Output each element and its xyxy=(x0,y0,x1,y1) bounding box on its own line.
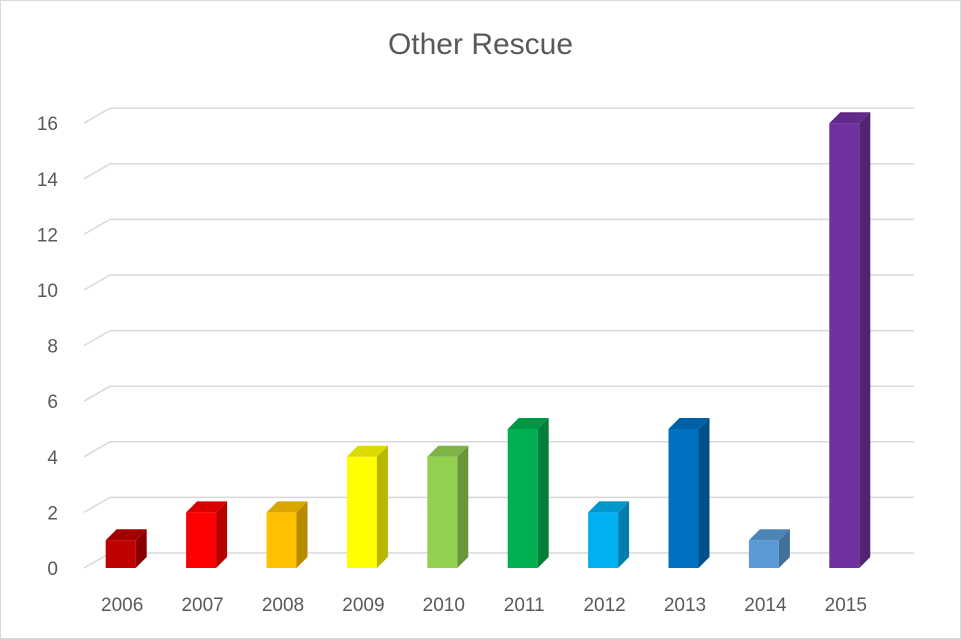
x-tick-label: 2007 xyxy=(181,595,223,616)
bar-2015 xyxy=(829,112,871,568)
bar-front xyxy=(829,123,860,568)
bar-front xyxy=(105,540,136,568)
bar-front xyxy=(346,456,377,568)
bar-top xyxy=(266,501,308,513)
y-tick-label: 14 xyxy=(37,170,59,191)
bar-side xyxy=(376,445,388,568)
bar-2007 xyxy=(186,501,228,568)
bar-side xyxy=(296,501,308,568)
y-tick-label: 8 xyxy=(47,337,58,358)
bar-2010 xyxy=(427,445,469,568)
bar-front xyxy=(668,429,699,568)
bar-top xyxy=(507,418,549,429)
y-axis: 0 2 4 6 8 10 12 14 16 xyxy=(37,114,59,580)
bar-top xyxy=(105,529,147,541)
x-tick-label: 2009 xyxy=(342,595,384,616)
gridline-slant xyxy=(83,496,111,514)
bar-front xyxy=(507,429,538,568)
bar-2011 xyxy=(507,418,549,568)
bar-side xyxy=(618,501,630,568)
bar-front xyxy=(186,512,217,568)
y-tick-label: 6 xyxy=(47,392,58,413)
bar-top xyxy=(829,112,871,124)
bar-front xyxy=(266,512,297,568)
bar-side xyxy=(457,445,469,568)
bar-2013 xyxy=(668,418,710,568)
x-tick-label: 2006 xyxy=(101,595,143,616)
bar-front xyxy=(748,540,779,568)
gridline-slant xyxy=(83,385,111,402)
x-tick-label: 2010 xyxy=(423,595,465,616)
bar-front xyxy=(427,456,458,568)
x-tick-label: 2011 xyxy=(504,595,545,616)
x-tick-label: 2008 xyxy=(262,595,304,616)
gridline-slant xyxy=(83,552,111,569)
y-tick-label: 4 xyxy=(47,448,58,469)
bar-side xyxy=(537,418,549,568)
gridline-slant xyxy=(83,107,111,124)
bar-side xyxy=(135,529,147,568)
x-tick-label: 2013 xyxy=(664,595,706,616)
bar-top xyxy=(588,501,630,513)
bar-top xyxy=(748,529,790,541)
bar-2006 xyxy=(105,529,147,568)
gridline-slant xyxy=(83,329,111,347)
y-tick-label: 16 xyxy=(37,114,58,135)
bar-2008 xyxy=(266,501,308,568)
bar-top xyxy=(346,445,388,457)
gridlines xyxy=(83,107,914,569)
y-tick-label: 2 xyxy=(47,503,58,524)
bar-side xyxy=(698,418,710,568)
bar-top xyxy=(668,418,710,429)
gridline-slant xyxy=(83,218,111,236)
gridline-slant xyxy=(83,163,111,180)
bars xyxy=(105,112,871,568)
bar-side xyxy=(859,112,871,568)
bar-side xyxy=(216,501,228,568)
bar-top xyxy=(427,445,469,457)
y-tick-label: 12 xyxy=(37,225,58,246)
x-tick-label: 2012 xyxy=(583,595,625,616)
x-tick-label: 2014 xyxy=(744,595,787,616)
gridline-slant xyxy=(83,441,111,458)
bar-2014 xyxy=(748,529,790,568)
gridline-slant xyxy=(83,274,111,291)
bar-top xyxy=(186,501,228,513)
chart-title: Other Rescue xyxy=(387,28,574,61)
bar-2012 xyxy=(588,501,630,568)
y-tick-label: 0 xyxy=(47,559,58,580)
bar-2009 xyxy=(346,445,388,568)
bar-side xyxy=(778,529,790,568)
x-axis: 2006 2007 2008 2009 2010 2011 2012 2013 2014 2015 xyxy=(101,595,867,616)
x-tick-label: 2015 xyxy=(825,595,867,616)
y-tick-label: 10 xyxy=(37,281,58,302)
bar-front xyxy=(588,512,619,568)
